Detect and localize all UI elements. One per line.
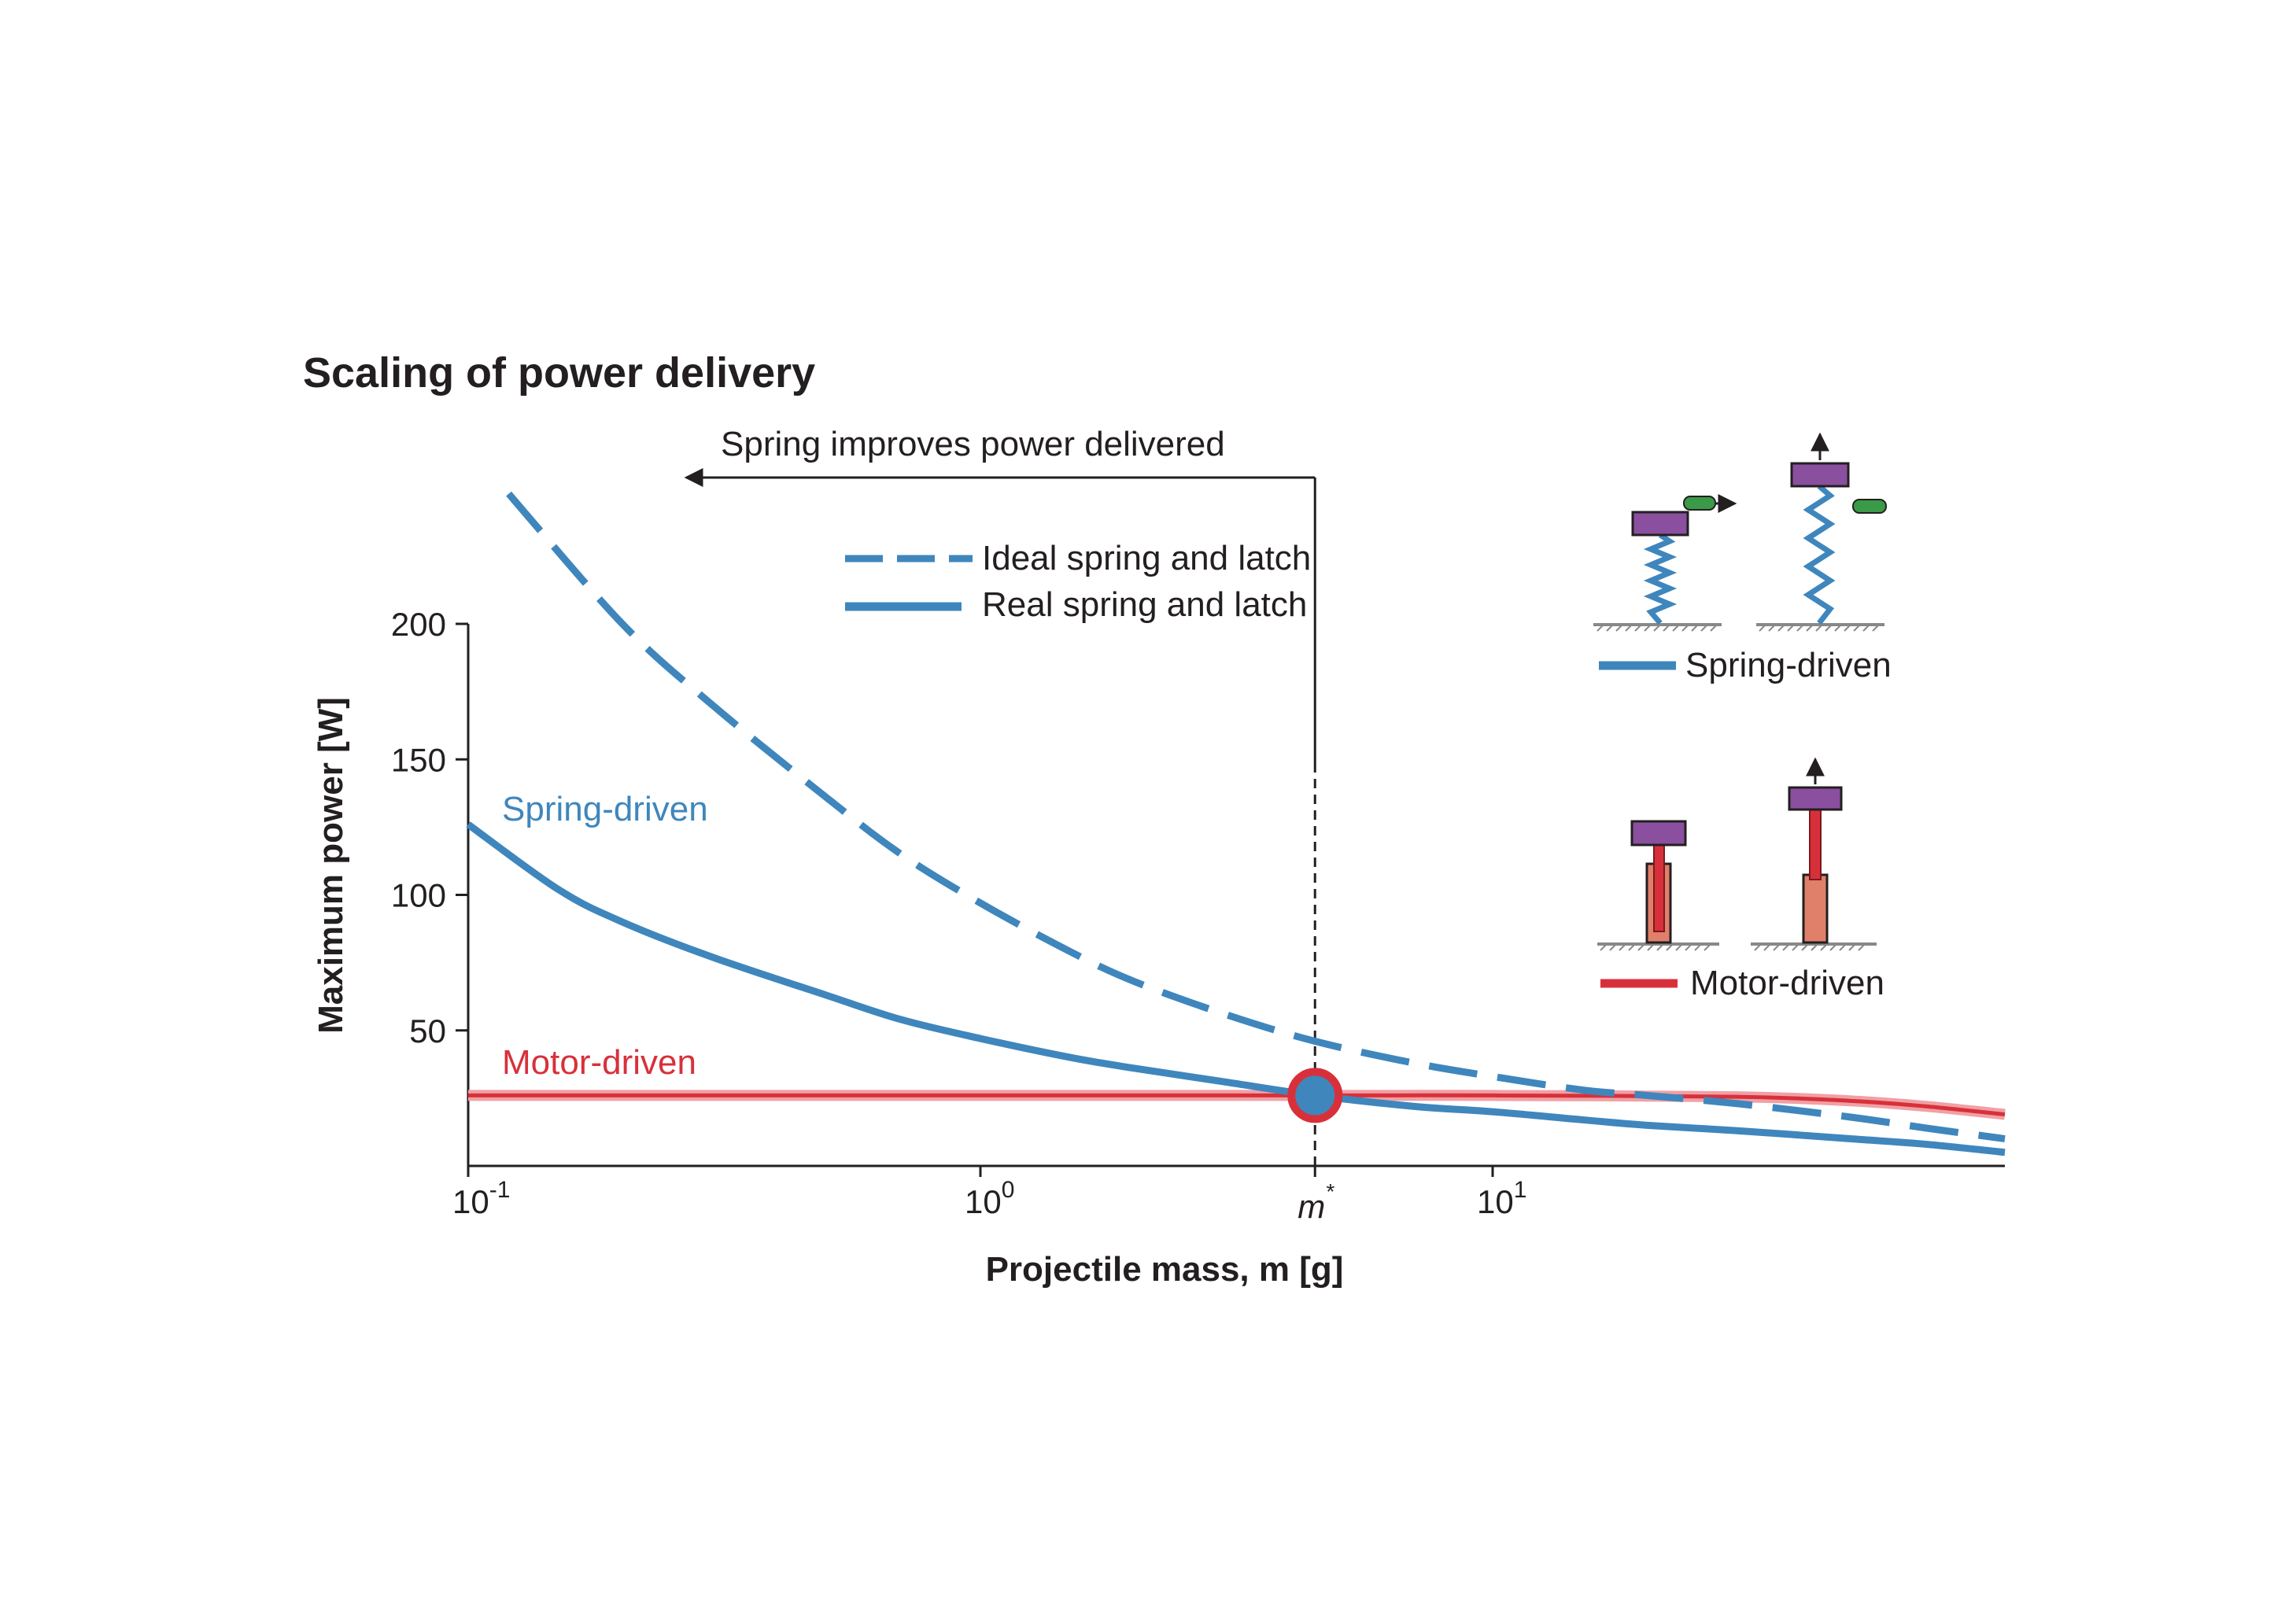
legend-real-label: Real spring and latch — [982, 585, 1307, 624]
ideal-spring-curve — [506, 491, 2006, 1143]
ground-hatch — [1596, 624, 1718, 632]
ground-hatch — [1754, 943, 1866, 951]
mass-block — [1630, 820, 1687, 847]
y-tick-label: 150 — [391, 741, 446, 778]
legend-ideal-label: Ideal spring and latch — [982, 539, 1311, 577]
mass-block — [1631, 511, 1689, 537]
y-tick-label: 100 — [391, 877, 446, 914]
crossover-annotation: Spring improves power delivered — [684, 425, 1316, 1166]
y-tick-label: 200 — [391, 606, 446, 643]
spring-coil-compressed — [1643, 533, 1678, 625]
inset-spring-label: Spring-driven — [1685, 646, 1892, 684]
mass-block — [1790, 462, 1850, 488]
crossover-label-star: * — [1325, 1179, 1334, 1204]
inset-motor-label: Motor-driven — [1690, 964, 1884, 1002]
crossover-tick-label: m* — [1297, 1179, 1334, 1225]
motor-piston — [1809, 808, 1822, 880]
x-tick-label: 10-1 — [452, 1177, 510, 1220]
motor-body — [1802, 873, 1829, 944]
x-ticks: 10-1 100 101 — [452, 1166, 1526, 1220]
x-tick-label: 100 — [965, 1177, 1014, 1220]
x-tick-exponent: -1 — [489, 1177, 511, 1203]
x-tick-exponent: 1 — [1514, 1177, 1527, 1203]
annotation-text: Spring improves power delivered — [721, 425, 1225, 463]
latch-icon — [1852, 499, 1887, 514]
motor-curve-label: Motor-driven — [502, 1043, 696, 1082]
x-axis-label: Projectile mass, m [g] — [986, 1250, 1344, 1289]
motor-driven-curve — [467, 1093, 2006, 1117]
ground-hatch — [1759, 624, 1880, 632]
crossover-label: m* — [1297, 1179, 1334, 1225]
latch-icon — [1683, 496, 1716, 511]
motor-driven-inset: Motor-driven — [1597, 757, 1884, 1002]
crossover-marker — [1287, 1068, 1343, 1123]
spring-driven-curve — [466, 821, 2006, 1156]
crossover-point — [1287, 1068, 1343, 1123]
ground-hatch — [1600, 943, 1711, 951]
spring-driven-inset: Spring-driven — [1593, 432, 1892, 684]
spring-compressed-diagram — [1593, 494, 1737, 632]
motor-retracted-diagram — [1597, 820, 1719, 951]
plot-area — [466, 491, 2006, 1156]
x-tick-label: 101 — [1477, 1177, 1526, 1220]
legend: Ideal spring and latch Real spring and l… — [845, 539, 1311, 624]
y-axis-label: Maximum power [W] — [312, 697, 350, 1034]
y-tick-label: 50 — [409, 1013, 446, 1049]
x-tick-exponent: 0 — [1002, 1177, 1015, 1203]
chart-title: Scaling of power delivery — [303, 349, 815, 397]
spring-extended-diagram — [1756, 432, 1887, 632]
spring-curve-label: Spring-driven — [502, 790, 708, 828]
spring-coil-extended — [1803, 484, 1836, 625]
motor-piston — [1653, 844, 1665, 932]
mass-block — [1788, 786, 1843, 811]
y-ticks: 50 100 150 200 — [391, 606, 468, 1049]
motor-extended-diagram — [1751, 757, 1877, 951]
